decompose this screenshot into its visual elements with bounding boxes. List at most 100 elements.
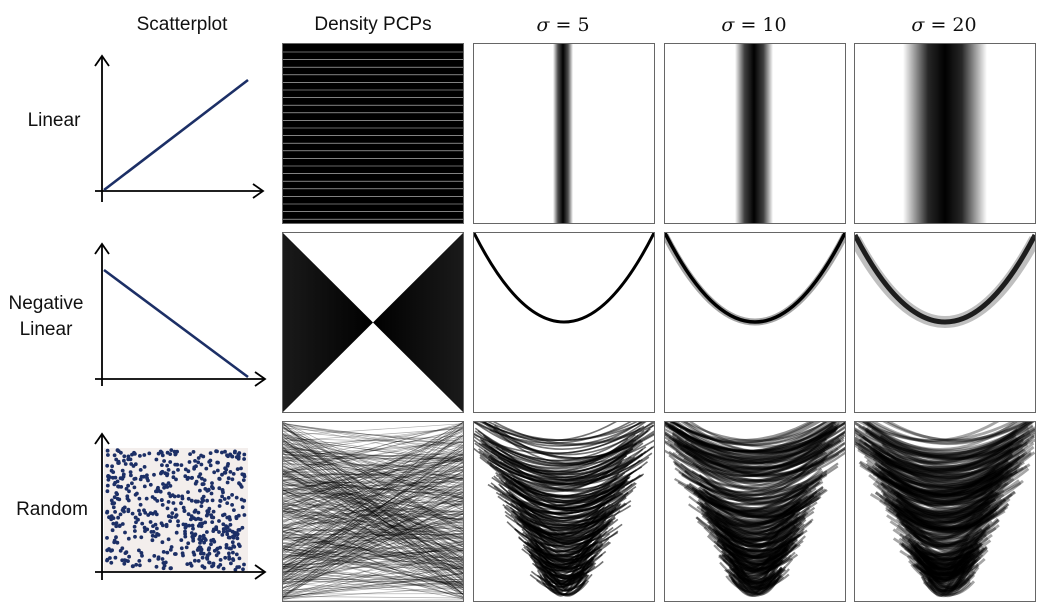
pcp-line: [283, 573, 463, 600]
scatter-point: [148, 520, 153, 524]
density-curve: [924, 554, 976, 574]
scatter-point: [160, 463, 164, 467]
bowtie-left: [283, 233, 373, 412]
density-curve: [889, 489, 1005, 516]
scatter-point: [133, 534, 137, 539]
density-curve: [709, 517, 785, 544]
scatter-point: [145, 527, 150, 532]
density-curve: [543, 579, 573, 594]
x-axis-arrow: [95, 564, 267, 580]
scatter-point: [127, 489, 131, 494]
density-curve: [892, 491, 998, 518]
pcp-line: [283, 545, 463, 588]
density-curve: [713, 540, 792, 560]
scatter-point: [208, 463, 213, 468]
scatter-point: [128, 457, 133, 462]
pcp-line: [283, 422, 463, 552]
scatter-point: [176, 519, 180, 524]
density-curve: [874, 452, 1032, 486]
density-curve: [677, 481, 815, 506]
pcp-line: [283, 517, 463, 559]
scatter-point: [160, 540, 165, 545]
density-curve: [683, 422, 845, 453]
density-curve: [881, 467, 1018, 496]
pcp-line: [283, 563, 463, 588]
pcp-line: [283, 453, 463, 530]
density-curve: [900, 542, 984, 562]
density-curve: [667, 439, 842, 471]
pcp-line: [283, 424, 463, 446]
pcp-line: [283, 435, 463, 475]
density-curve: [706, 499, 813, 522]
scatter-point: [188, 452, 192, 456]
pcp-line: [283, 460, 463, 524]
density-curve: [886, 470, 1019, 497]
scatter-point: [225, 532, 230, 537]
pcp-line: [283, 527, 463, 537]
scatter-point: [225, 480, 230, 485]
density-curve: [859, 463, 1013, 493]
density-curve: [855, 429, 1018, 465]
density-pcp-linear: [282, 43, 464, 224]
pcp-line: [283, 530, 463, 542]
density-curve: [716, 540, 804, 559]
scatter-point: [235, 536, 240, 541]
density-curve: [684, 429, 845, 464]
density-curve: [704, 511, 793, 531]
density-curve: [916, 557, 986, 577]
scatter-point: [230, 493, 235, 497]
scatter-point: [122, 458, 126, 463]
density-curve: [683, 469, 806, 502]
pcp-line: [283, 463, 463, 467]
density-curve: [723, 546, 787, 566]
density-curve: [900, 498, 997, 527]
density-curve: [855, 433, 1026, 465]
scatter-point: [107, 475, 112, 479]
scatter-point: [191, 550, 196, 555]
density-curve: [688, 503, 803, 528]
density-curve: [927, 578, 963, 593]
density-band: [903, 44, 987, 223]
scatter-point: [227, 515, 232, 519]
density-curve: [701, 515, 805, 538]
density-curve: [855, 424, 1034, 456]
pcp-line: [283, 443, 463, 582]
density-curve: [505, 504, 614, 526]
pcp-line: [283, 430, 463, 509]
pcp-line: [283, 440, 463, 501]
scatter-point: [231, 550, 235, 555]
pcp-line: [283, 440, 463, 526]
pcp-line: [283, 485, 463, 571]
scatter-point: [176, 468, 180, 472]
pcp-line: [283, 488, 463, 528]
pcp-line: [283, 514, 463, 573]
pcp-line: [283, 436, 463, 461]
density-curve: [911, 542, 979, 562]
density-curve: [707, 516, 799, 542]
pcp-line: [283, 457, 463, 487]
pcp-line: [283, 499, 463, 597]
pcp-line: [283, 430, 463, 448]
pcp-line: [283, 573, 463, 592]
density-curve: [672, 460, 818, 494]
density-curve: [671, 424, 845, 459]
pcp-line: [283, 477, 463, 499]
density-curve: [871, 464, 1000, 498]
pcp-line: [283, 433, 463, 507]
density-curve: [669, 422, 821, 445]
density-curve: [682, 444, 845, 476]
scatter-point: [145, 473, 149, 478]
scatter-point: [132, 524, 137, 529]
pcp-line: [283, 438, 463, 444]
pcp-line: [283, 536, 463, 590]
density-curve: [697, 486, 824, 510]
density-curve: [706, 535, 793, 558]
sigma-20-negative-linear: [854, 232, 1036, 413]
scatter-point: [172, 494, 177, 499]
scatter-point: [242, 452, 247, 457]
scatter-point: [201, 494, 206, 499]
x-axis-arrow: [95, 371, 267, 387]
density-curve: [898, 503, 1010, 530]
scatter-point: [202, 478, 207, 482]
scatter-point: [173, 507, 178, 512]
